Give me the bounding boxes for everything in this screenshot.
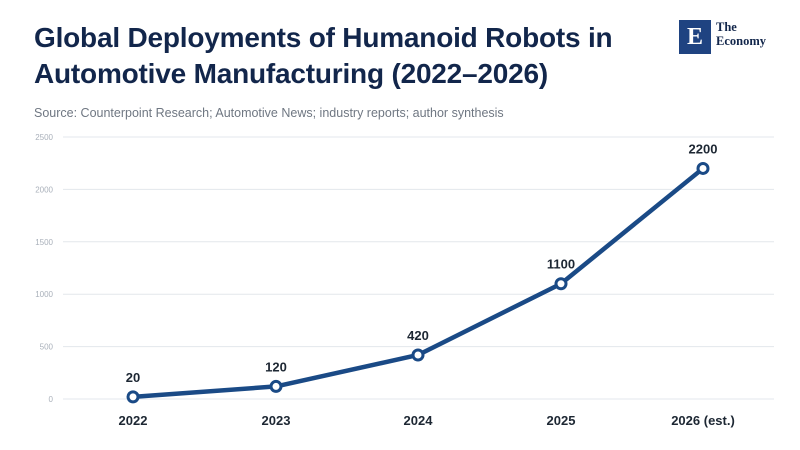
data-label: 2200 (689, 141, 718, 156)
data-label: 120 (265, 359, 287, 374)
y-tick-label: 0 (49, 395, 54, 404)
x-axis-ticks: 2022 2023 2024 2025 2026 (est.) (119, 413, 735, 428)
y-tick-label: 1500 (35, 238, 53, 247)
x-tick-label: 2025 (547, 413, 576, 428)
data-point (554, 277, 568, 291)
y-tick-label: 1000 (35, 290, 53, 299)
data-points (126, 161, 710, 404)
data-point (696, 161, 710, 175)
logo-wordmark: The Economy (716, 20, 766, 48)
data-label: 1100 (547, 257, 575, 272)
data-label: 420 (407, 328, 429, 343)
logo-mark: E (679, 20, 711, 54)
data-labels: 20 120 420 1100 2200 (126, 141, 718, 384)
x-tick-label: 2022 (119, 413, 148, 428)
data-point (269, 379, 283, 393)
y-tick-label: 2500 (35, 133, 53, 142)
brand-logo: E The Economy (679, 20, 766, 54)
logo-line-1: The (716, 20, 737, 34)
data-point (126, 390, 140, 404)
chart-source: Source: Counterpoint Research; Automotiv… (34, 106, 504, 120)
y-axis-ticks: 0 500 1000 1500 2000 2500 (35, 133, 53, 404)
y-tick-label: 2000 (35, 185, 53, 194)
logo-line-2: Economy (716, 34, 766, 48)
chart-title: Global Deployments of Humanoid Robots in… (34, 22, 613, 89)
x-tick-label: 2024 (404, 413, 434, 428)
data-point (411, 348, 425, 362)
series-path (130, 166, 706, 400)
x-tick-label: 2023 (262, 413, 291, 428)
series-line (130, 166, 706, 400)
y-tick-label: 500 (40, 343, 54, 352)
x-tick-label: 2026 (est.) (671, 413, 735, 428)
gridlines (63, 136, 774, 400)
data-label: 20 (126, 370, 140, 385)
